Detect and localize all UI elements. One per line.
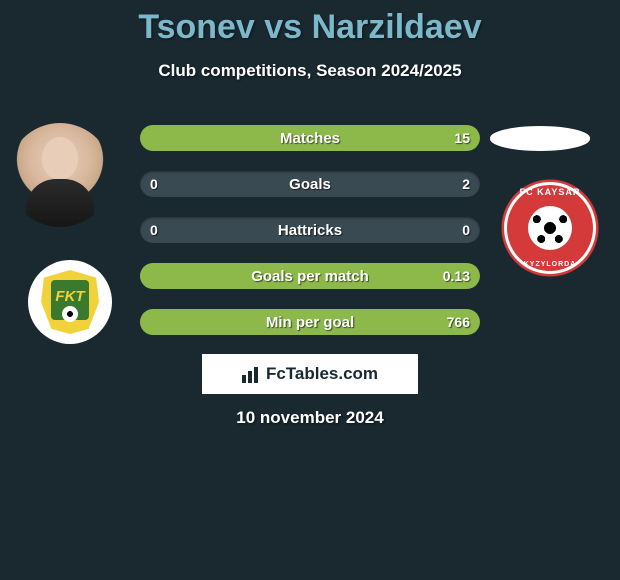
bar-value-right: 2 [462,171,470,197]
stat-bar: Matches15 [140,125,480,151]
comparison-bars: Matches150Goals20Hattricks0Goals per mat… [140,125,480,355]
stat-bar: Min per goal766 [140,309,480,335]
bar-value-right: 15 [454,125,470,151]
bar-label: Hattricks [140,217,480,243]
stat-bar: 0Hattricks0 [140,217,480,243]
barchart-icon [242,365,260,383]
bar-value-right: 766 [447,309,470,335]
badge-ring: FC KAYSAR KYZYLORDA [504,182,596,274]
title-player2: Narzildaev [312,8,482,46]
bar-value-right: 0 [462,217,470,243]
player2-avatar [490,126,590,151]
date-text: 10 november 2024 [0,408,620,428]
player2-club-badge: FC KAYSAR KYZYLORDA [500,178,600,278]
soccer-ball-icon [62,306,78,322]
bar-value-right: 0.13 [443,263,470,289]
stat-bar: Goals per match0.13 [140,263,480,289]
title-vs: vs [264,8,302,46]
player1-avatar [8,123,112,227]
badge-left-text: FKT [41,288,99,305]
bar-label: Matches [140,125,480,151]
player1-club-badge: FKT [28,260,112,344]
logo-text: FcTables.com [266,364,378,384]
subtitle: Club competitions, Season 2024/2025 [0,61,620,81]
bar-label: Goals per match [140,263,480,289]
site-logo: FcTables.com [202,354,418,394]
bar-label: Goals [140,171,480,197]
soccer-ball-icon [528,206,572,250]
page-title: Tsonev vs Narzildaev [0,0,620,47]
shield-icon: FKT [41,270,99,334]
badge-right-bottom-text: KYZYLORDA [507,261,593,268]
badge-right-top-text: FC KAYSAR [507,187,593,197]
stat-bar: 0Goals2 [140,171,480,197]
bar-label: Min per goal [140,309,480,335]
title-player1: Tsonev [138,8,255,46]
